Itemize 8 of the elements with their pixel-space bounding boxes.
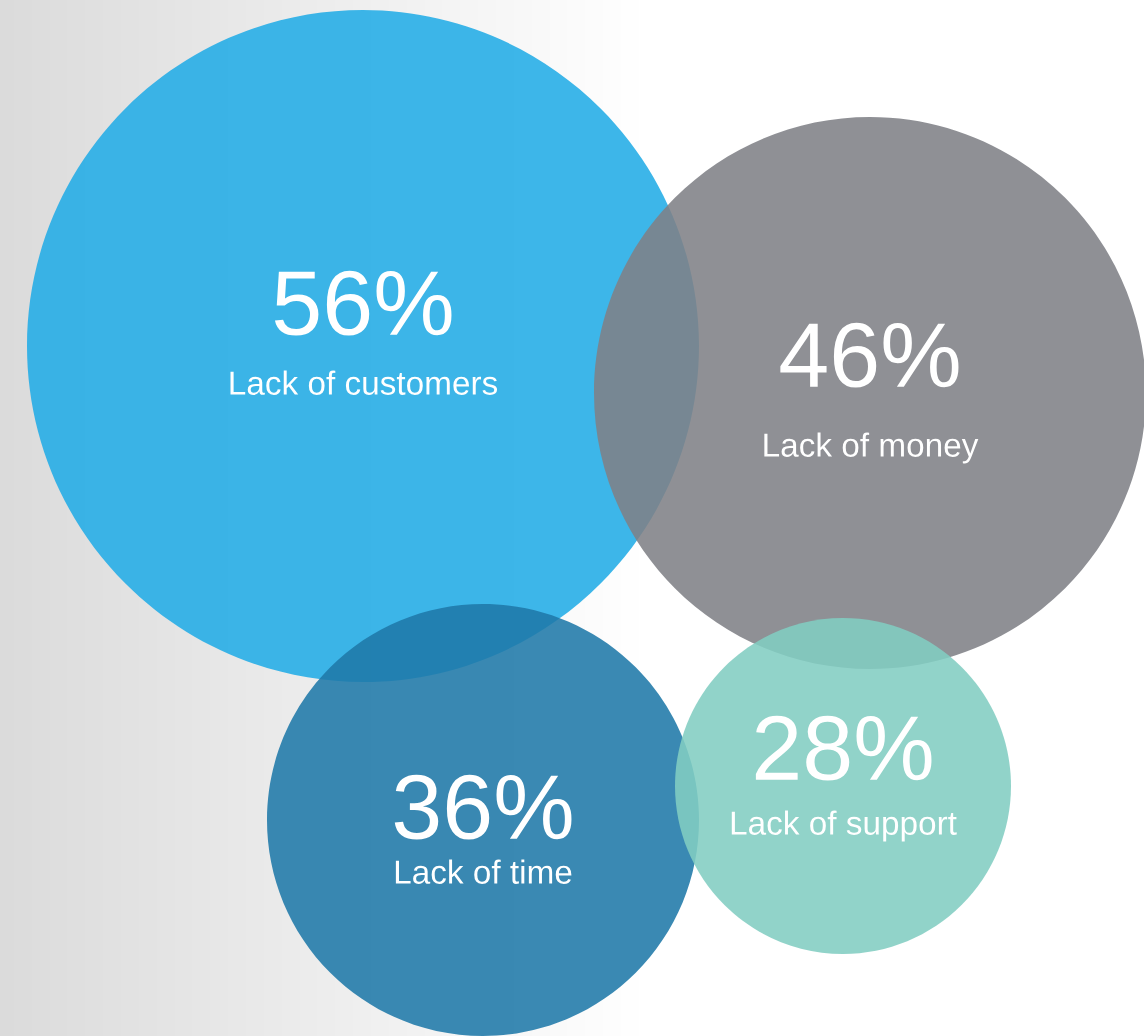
data-label: 56% xyxy=(274,270,452,336)
data-label: 28% xyxy=(755,715,932,781)
data-label: 36% xyxy=(394,774,572,840)
data-label: 46% xyxy=(780,322,959,388)
category-label: Lack of time xyxy=(395,859,572,884)
category-label: Lack of support xyxy=(731,810,957,842)
category-label: Lack of money xyxy=(764,432,979,464)
category-label: Lack of customers xyxy=(230,370,498,395)
